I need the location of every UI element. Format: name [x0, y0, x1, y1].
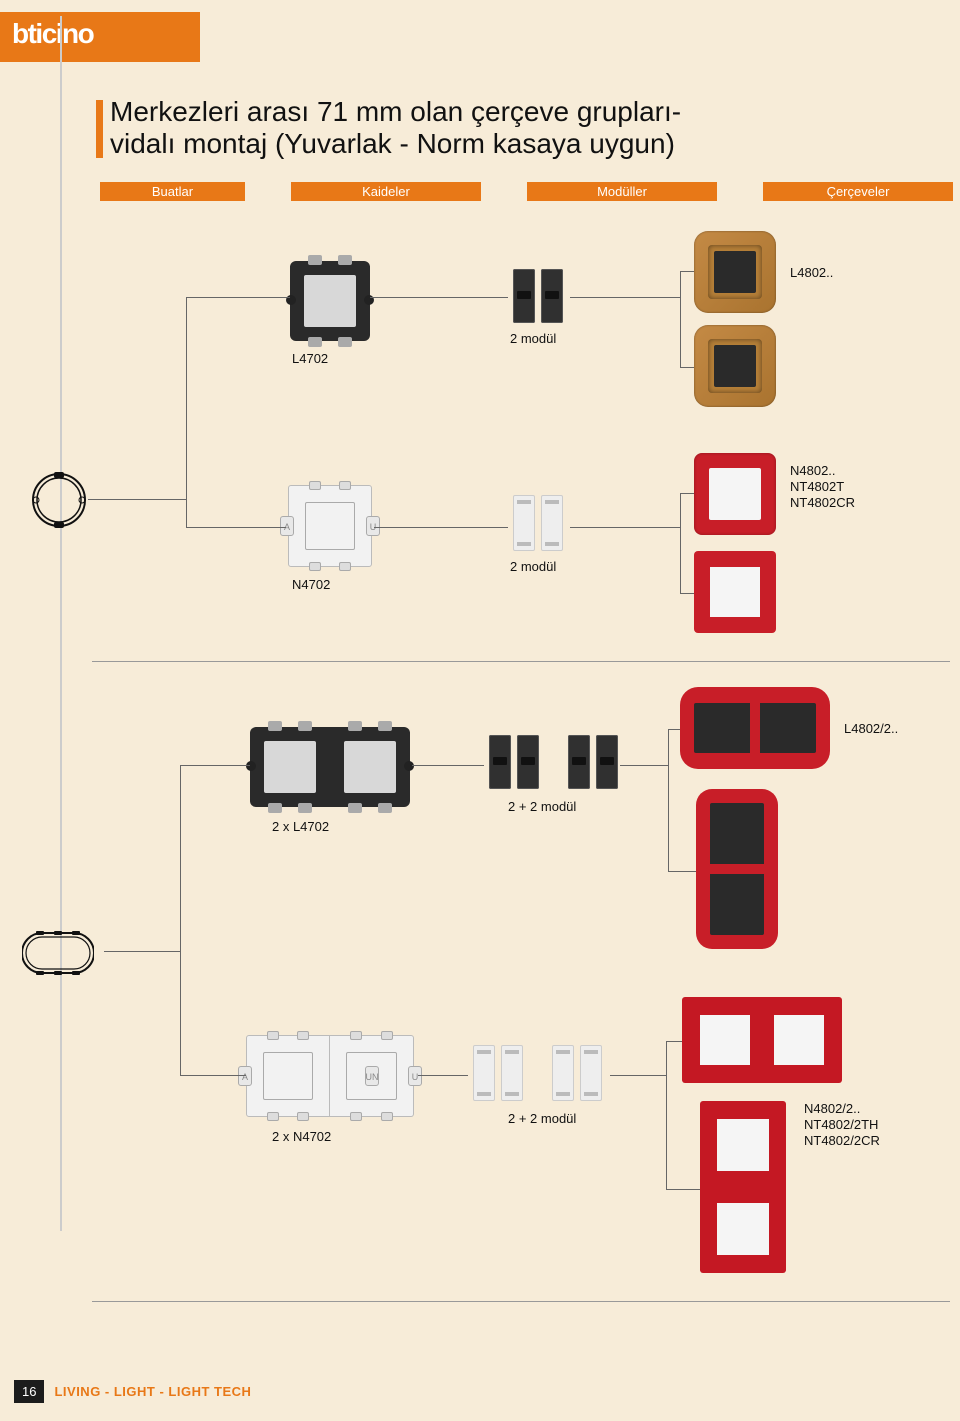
modules-row4 [470, 1045, 605, 1106]
connector [680, 367, 694, 368]
connector [570, 297, 680, 298]
frame-red-int-2 [694, 551, 776, 633]
connector [668, 729, 680, 730]
frame-row4-label2: NT4802/2TH [804, 1117, 878, 1132]
connector [680, 593, 694, 594]
support-n4702: AU [288, 485, 372, 567]
support-l4702 [290, 261, 370, 341]
footer-text: LIVING - LIGHT - LIGHT TECH [54, 1384, 251, 1399]
connector [680, 271, 681, 367]
connector [666, 1189, 700, 1190]
modules-row2 [510, 495, 566, 556]
support-2xn4702: A UUN [246, 1035, 414, 1117]
frame-red-dbl-h2 [682, 997, 842, 1083]
support-l4702-label: L4702 [292, 351, 328, 366]
connector [668, 729, 669, 871]
category-moduller: Modüller [527, 182, 717, 201]
brand-logo: bticino [0, 12, 200, 56]
buat-single-icon [30, 471, 88, 529]
connector [180, 765, 250, 766]
page-number: 16 [14, 1380, 44, 1403]
section-divider [92, 661, 950, 662]
category-kaideler: Kaideler [291, 182, 481, 201]
frame-red-dbl-v [696, 789, 778, 949]
connector [370, 297, 508, 298]
modules-row3 [486, 735, 621, 794]
connector [186, 297, 187, 527]
connector [680, 493, 681, 593]
connector [680, 493, 694, 494]
connector [412, 765, 484, 766]
brand-underline [0, 56, 200, 62]
page-title: Merkezleri arası 71 mm olan çerçeve grup… [96, 96, 940, 160]
connector [610, 1075, 666, 1076]
connector [374, 527, 508, 528]
frame-red-dbl-h [680, 687, 830, 769]
connector [88, 499, 186, 500]
support-n4702-label: N4702 [292, 577, 330, 592]
connector [180, 765, 181, 1075]
category-header-row: Buatlar Kaideler Modüller Çerçeveler [100, 182, 940, 201]
section-divider-2 [92, 1301, 950, 1302]
frame-row4-label3: NT4802/2CR [804, 1133, 880, 1148]
title-line-1: Merkezleri arası 71 mm olan çerçeve grup… [110, 96, 940, 128]
modules-row1-label: 2 modül [510, 331, 556, 346]
page-footer: 16 LIVING - LIGHT - LIGHT TECH [14, 1380, 251, 1403]
support-2xl4702-label: 2 x L4702 [272, 819, 329, 834]
frame-row2-label2: NT4802T [790, 479, 844, 494]
frame-row3-label: L4802/2.. [844, 721, 898, 736]
modules-row4-label: 2 + 2 modül [508, 1111, 576, 1126]
support-2xl4702 [250, 727, 410, 807]
frame-red-int-1 [694, 453, 776, 535]
connector [104, 951, 180, 952]
frame-row1-label: L4802.. [790, 265, 833, 280]
modules-row3-label: 2 + 2 modül [508, 799, 576, 814]
diagram-area: L4702 2 modül L4802.. AU N4702 2 modül N… [100, 231, 940, 1311]
frame-wood-2 [694, 325, 776, 407]
category-buatlar: Buatlar [100, 182, 245, 201]
connector [620, 765, 668, 766]
frame-row2-label3: NT4802CR [790, 495, 855, 510]
brand-text: bticino [12, 18, 93, 50]
support-2xn4702-label: 2 x N4702 [272, 1129, 331, 1144]
connector [570, 527, 680, 528]
vertical-rule [60, 16, 62, 1231]
page-content: Merkezleri arası 71 mm olan çerçeve grup… [100, 90, 940, 1311]
frame-row2-label1: N4802.. [790, 463, 836, 478]
frame-wood-1 [694, 231, 776, 313]
modules-row1 [510, 269, 566, 328]
connector [666, 1041, 682, 1042]
buat-double-icon [22, 931, 94, 975]
modules-row2-label: 2 modül [510, 559, 556, 574]
title-line-2: vidalı montaj (Yuvarlak - Norm kasaya uy… [110, 128, 940, 160]
connector [668, 871, 696, 872]
frame-row4-label1: N4802/2.. [804, 1101, 860, 1116]
title-accent [96, 100, 103, 158]
connector [680, 271, 694, 272]
connector [186, 527, 286, 528]
connector [186, 297, 290, 298]
connector [666, 1041, 667, 1189]
category-cerceveler: Çerçeveler [763, 182, 953, 201]
connector [418, 1075, 468, 1076]
connector [180, 1075, 246, 1076]
frame-red-dbl-v2 [700, 1101, 786, 1273]
